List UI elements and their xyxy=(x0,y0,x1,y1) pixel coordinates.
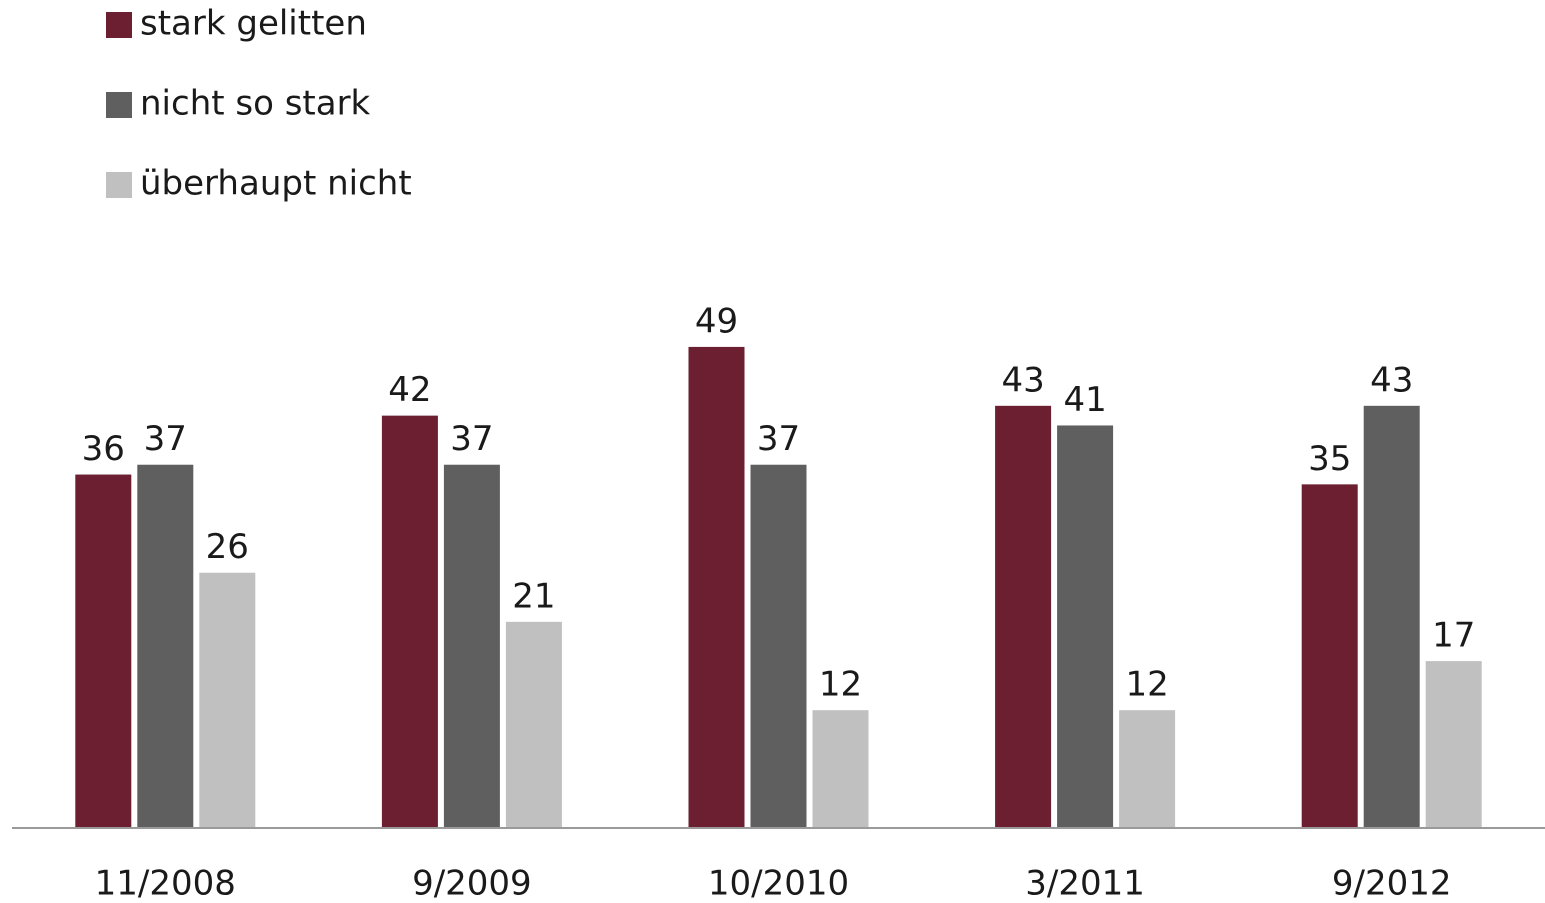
data-label: 42 xyxy=(388,370,431,410)
bar xyxy=(812,710,869,828)
legend-label: überhaupt nicht xyxy=(140,164,412,204)
bar xyxy=(688,346,745,828)
data-label: 37 xyxy=(757,419,800,459)
bar xyxy=(750,464,807,828)
x-tick-label: 3/2011 xyxy=(1025,864,1145,903)
legend-swatch xyxy=(106,172,132,198)
bar xyxy=(1425,661,1482,828)
data-label: 35 xyxy=(1308,439,1351,479)
x-tick-label: 10/2010 xyxy=(708,864,849,903)
data-label: 41 xyxy=(1063,380,1106,420)
data-label: 37 xyxy=(144,419,187,459)
bar xyxy=(1301,484,1358,828)
data-label: 21 xyxy=(512,576,555,616)
bar xyxy=(1057,425,1114,828)
x-tick-label: 11/2008 xyxy=(95,864,236,903)
bar xyxy=(75,474,132,828)
data-label: 37 xyxy=(450,419,493,459)
data-label: 17 xyxy=(1432,616,1475,656)
x-tick-label: 9/2009 xyxy=(412,864,532,903)
bar xyxy=(443,464,500,828)
bar xyxy=(137,464,194,828)
data-label: 43 xyxy=(1001,360,1044,400)
bar xyxy=(381,415,438,828)
data-label: 12 xyxy=(1125,665,1168,705)
bar xyxy=(199,572,256,828)
bar xyxy=(1119,710,1176,828)
legend-label: stark gelitten xyxy=(140,4,367,44)
x-tick-label: 9/2012 xyxy=(1332,864,1452,903)
bar xyxy=(1363,405,1420,828)
data-label: 49 xyxy=(695,301,738,341)
data-label: 43 xyxy=(1370,360,1413,400)
data-label: 36 xyxy=(82,429,125,469)
data-label: 12 xyxy=(819,665,862,705)
legend-swatch xyxy=(106,12,132,38)
legend-swatch xyxy=(106,92,132,118)
data-label: 26 xyxy=(206,527,249,567)
bar xyxy=(995,405,1052,828)
legend-label: nicht so stark xyxy=(140,84,371,124)
bar xyxy=(505,621,562,828)
